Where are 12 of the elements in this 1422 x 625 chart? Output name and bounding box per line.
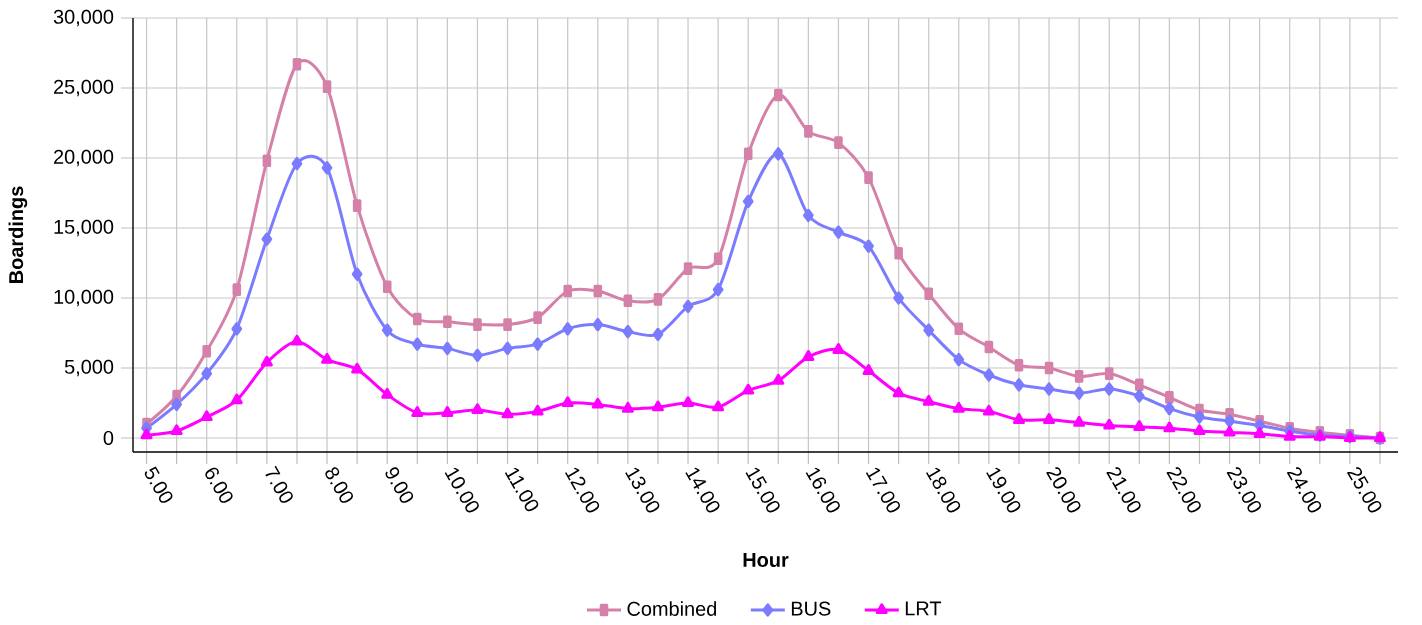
y-tick-label: 20,000 <box>54 149 114 167</box>
y-tick-label: 0 <box>103 430 114 446</box>
y-tick-label: 30,000 <box>53 9 114 27</box>
y-tick-label: 10,000 <box>54 289 114 307</box>
legend-label: LRT <box>905 601 942 616</box>
legend-label: BUS <box>791 601 831 616</box>
x-axis-title: Hour <box>743 553 789 568</box>
legend-label: Combined <box>627 601 717 616</box>
y-tick-label: 15,000 <box>54 219 114 237</box>
y-axis-title: Boardings <box>8 186 28 283</box>
y-tick-label: 5,000 <box>64 359 114 377</box>
y-tick-label: 25,000 <box>54 79 114 97</box>
